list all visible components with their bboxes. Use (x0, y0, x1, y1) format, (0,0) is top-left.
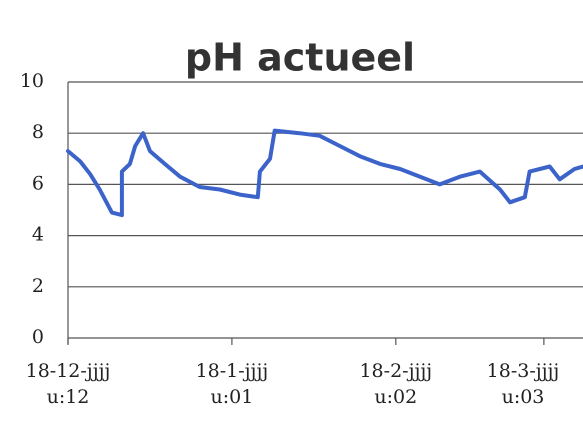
y-tick-label: 8 (32, 121, 44, 143)
x-tick-label: 18-3-jjjj u:03 (486, 360, 560, 408)
x-tick-label: 18-2-jjjj u:02 (359, 360, 433, 408)
x-tick-label: 18-12-jjjj u:12 (25, 360, 111, 408)
x-tick-label: 18-1-jjjj u:01 (195, 360, 269, 408)
data-line (66, 128, 583, 218)
chart-title: pH actueel (185, 36, 415, 80)
y-tick-label: 4 (32, 224, 44, 246)
y-tick-label: 2 (32, 275, 44, 297)
y-tick-label: 6 (32, 172, 44, 194)
y-tick-label: 10 (20, 70, 44, 92)
y-tick-label: 0 (32, 326, 44, 348)
